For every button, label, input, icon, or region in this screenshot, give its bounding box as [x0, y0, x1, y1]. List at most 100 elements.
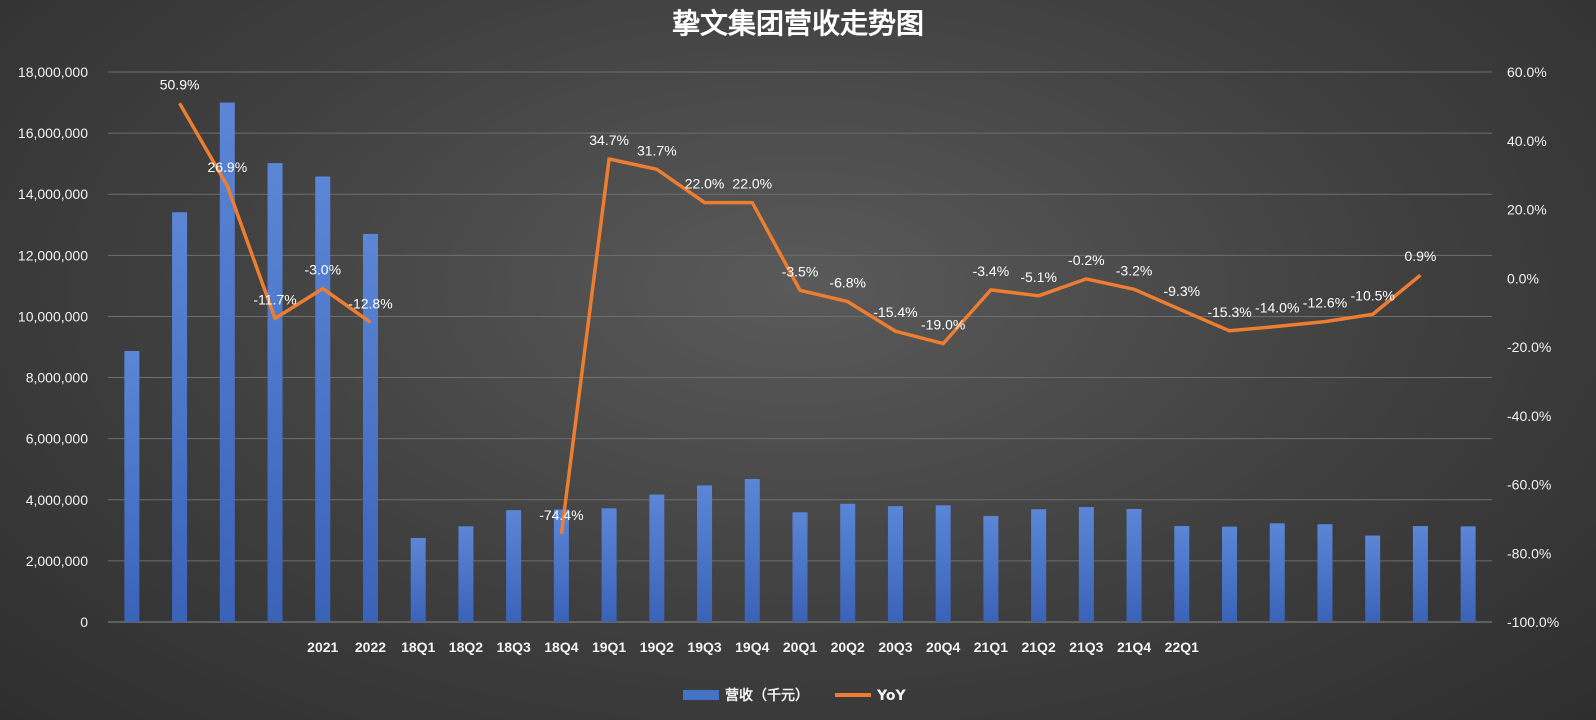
left-tick-label: 4,000,000	[26, 492, 88, 508]
right-tick-label: -80.0%	[1507, 545, 1551, 561]
right-tick-label: 60.0%	[1507, 64, 1547, 80]
revenue-bar	[315, 176, 331, 622]
yoy-data-label: 50.9%	[160, 76, 200, 92]
gridlines	[108, 71, 1492, 623]
x-tick-label: 21Q2	[1021, 639, 1055, 655]
revenue-bar	[458, 526, 474, 622]
revenue-bar	[744, 479, 760, 622]
yoy-data-label: -3.0%	[304, 262, 341, 278]
right-axis-ticks: -100.0% -80.0% -60.0% -40.0% -20.0% 0.0% 20.0%…	[1507, 64, 1559, 630]
left-tick-label: 6,000,000	[26, 431, 88, 447]
left-tick-label: 14,000,000	[18, 186, 88, 202]
yoy-line	[178, 102, 372, 324]
left-tick-label: 8,000,000	[26, 370, 88, 386]
yoy-data-label: -12.8%	[348, 295, 392, 311]
right-tick-label: 0.0%	[1507, 270, 1539, 286]
x-tick-label: 19Q4	[735, 639, 769, 655]
yoy-data-label: -5.1%	[1020, 269, 1057, 285]
x-tick-label: 19Q2	[640, 639, 674, 655]
revenue-bar	[553, 509, 569, 622]
yoy-data-label: -74.4%	[539, 507, 583, 523]
x-tick-label: 21Q1	[974, 639, 1008, 655]
yoy-data-label: -14.0%	[1255, 299, 1299, 315]
right-tick-label: -60.0%	[1507, 477, 1551, 493]
revenue-bar	[362, 233, 378, 622]
yoy-data-label: -15.3%	[1207, 304, 1251, 320]
x-tick-label: 18Q3	[497, 639, 531, 655]
revenue-bar	[887, 506, 903, 622]
revenue-bars	[124, 102, 1476, 623]
yoy-data-label: -10.5%	[1351, 287, 1395, 303]
x-tick-label: 20Q4	[926, 639, 960, 655]
revenue-bar	[935, 505, 951, 622]
right-tick-label: 40.0%	[1507, 133, 1547, 149]
yoy-data-label: -12.6%	[1303, 295, 1347, 311]
revenue-bar	[1317, 524, 1333, 622]
x-axis-ticks: 2021 2022 18Q1 18Q2 18Q3 18Q4 19Q1 19Q2 19Q3 19Q4…	[307, 639, 1199, 655]
yoy-data-label: 22.0%	[685, 176, 725, 192]
x-tick-label: 2022	[355, 639, 386, 655]
left-axis-ticks: 0 2,000,000 4,000,000 6,000,000 8,000,000 10,…	[18, 64, 88, 630]
left-tick-label: 18,000,000	[18, 64, 88, 80]
x-tick-label: 21Q3	[1069, 639, 1103, 655]
x-tick-label: 22Q1	[1165, 639, 1199, 655]
left-tick-label: 10,000,000	[18, 308, 88, 324]
yoy-data-label: -19.0%	[921, 317, 965, 333]
revenue-bar	[219, 102, 235, 623]
revenue-bar	[697, 485, 713, 622]
revenue-bar	[601, 508, 617, 622]
x-tick-label: 2021	[307, 639, 338, 655]
yoy-data-label: -3.2%	[1116, 262, 1153, 278]
right-tick-label: 20.0%	[1507, 202, 1547, 218]
revenue-bar	[506, 510, 522, 622]
right-tick-label: -20.0%	[1507, 339, 1551, 355]
revenue-bar	[1126, 508, 1142, 622]
legend-label-yoy: YoY	[876, 688, 906, 704]
revenue-bar	[267, 163, 283, 623]
yoy-data-label: -3.4%	[973, 263, 1010, 279]
revenue-bar	[840, 503, 856, 622]
legend-swatch-revenue	[683, 690, 719, 700]
left-tick-label: 12,000,000	[18, 247, 88, 263]
x-tick-label: 20Q3	[878, 639, 912, 655]
revenue-bar	[1031, 509, 1047, 622]
revenue-bar	[649, 494, 665, 622]
right-tick-label: -100.0%	[1507, 614, 1559, 630]
right-tick-label: -40.0%	[1507, 408, 1551, 424]
x-tick-label: 19Q1	[592, 639, 626, 655]
revenue-bar	[1412, 526, 1428, 622]
yoy-data-label: 31.7%	[637, 142, 677, 158]
yoy-data-label: -15.4%	[873, 304, 917, 320]
revenue-bar	[410, 537, 426, 622]
revenue-bar	[1460, 526, 1476, 622]
x-tick-label: 18Q4	[544, 639, 578, 655]
x-tick-label: 19Q3	[687, 639, 721, 655]
chart-title: 挚文集团营收走势图	[672, 7, 924, 40]
x-tick-label: 20Q1	[783, 639, 817, 655]
yoy-data-label: -11.7%	[253, 291, 296, 307]
x-tick-label: 18Q2	[449, 639, 483, 655]
yoy-data-labels: 50.9% 26.9% -11.7% -3.0% -12.8% -74.4% 34.7% 31…	[160, 76, 1437, 523]
revenue-bar	[124, 350, 140, 622]
yoy-data-label: 22.0%	[732, 176, 772, 192]
revenue-bar	[1174, 526, 1190, 622]
yoy-data-label: -6.8%	[829, 275, 866, 291]
yoy-line	[559, 157, 1422, 535]
left-tick-label: 2,000,000	[26, 553, 88, 569]
x-tick-label: 21Q4	[1117, 639, 1151, 655]
legend-label-revenue: 营收（千元）	[725, 687, 809, 704]
yoy-data-label: -9.3%	[1164, 283, 1201, 299]
revenue-bar	[983, 515, 999, 622]
revenue-bar	[1365, 535, 1381, 622]
yoy-data-label: -0.2%	[1068, 252, 1105, 268]
left-tick-label: 0	[80, 614, 88, 630]
x-tick-label: 20Q2	[831, 639, 865, 655]
revenue-bar	[792, 512, 808, 622]
yoy-data-label: 26.9%	[207, 159, 247, 175]
revenue-bar	[172, 212, 188, 622]
x-tick-label: 18Q1	[401, 639, 435, 655]
legend: 营收（千元） YoY	[683, 687, 906, 704]
yoy-data-label: 0.9%	[1404, 248, 1436, 264]
